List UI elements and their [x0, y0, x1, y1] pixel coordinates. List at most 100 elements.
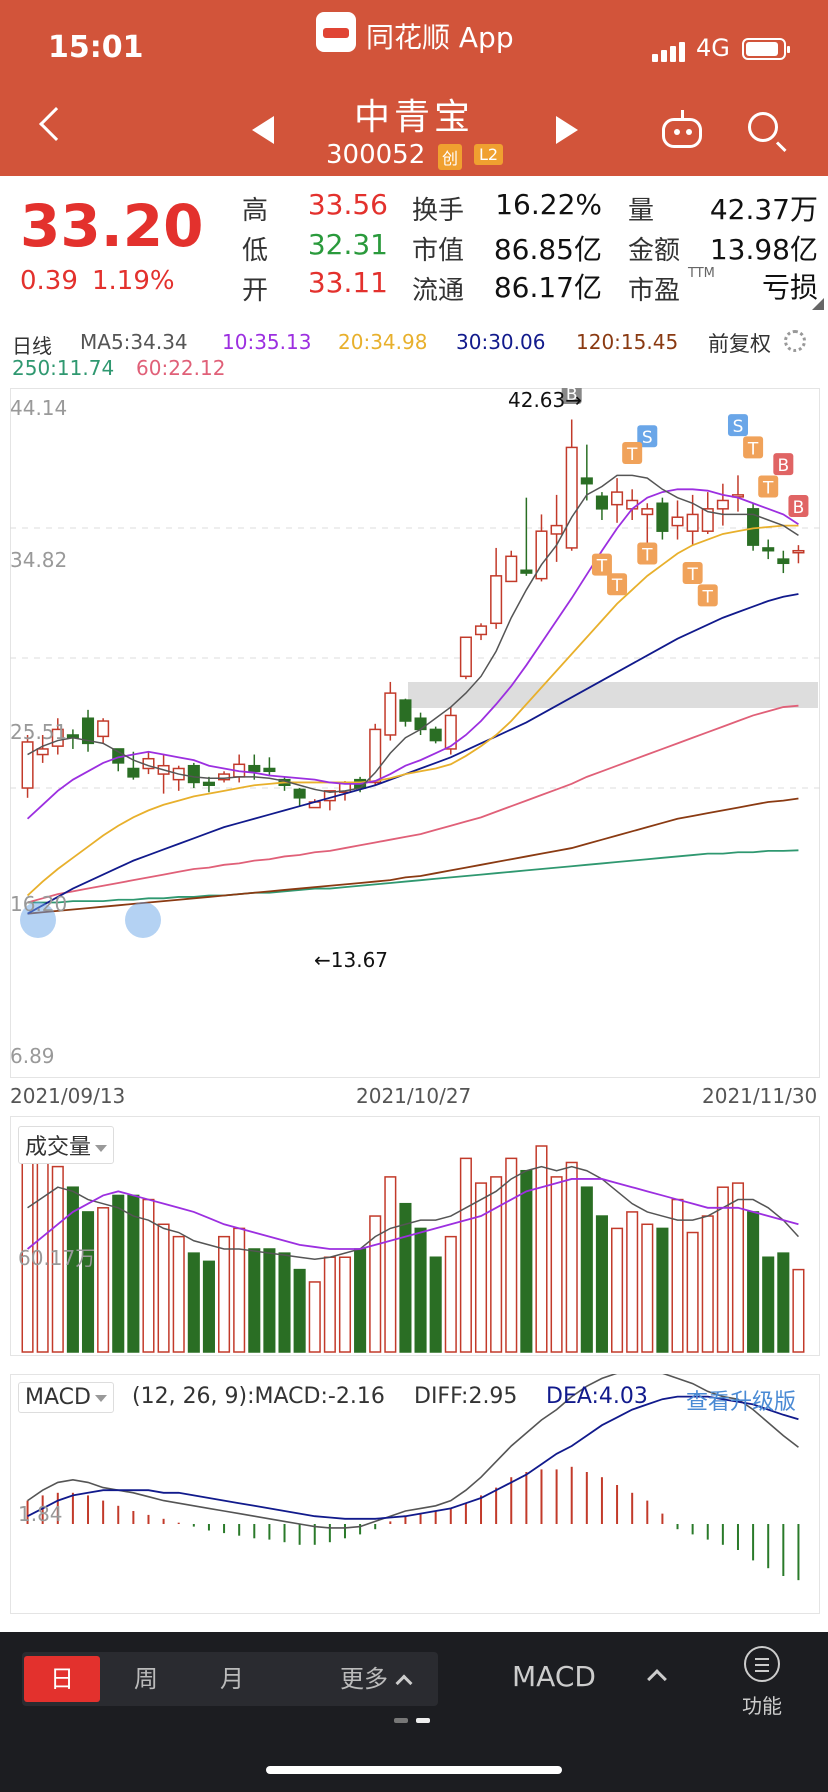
signal-marker-label: T — [611, 576, 623, 596]
menu-icon[interactable] — [744, 1646, 780, 1682]
signal-marker-bg — [637, 425, 658, 448]
volume-bar — [172, 1235, 185, 1353]
app-logo-icon — [316, 12, 356, 52]
candle-body — [520, 569, 533, 574]
header: 15:01 同花顺 App 4G 中青宝 300052 创 L2 — [0, 0, 828, 176]
volume-bar — [51, 1165, 64, 1353]
period-day-button[interactable]: 日 — [24, 1656, 100, 1702]
candle-body — [384, 692, 397, 736]
indicator-button[interactable]: MACD — [512, 1660, 596, 1693]
label-high: 高 — [242, 196, 269, 226]
candle-body — [595, 495, 608, 510]
price-change-pct: 1.19% — [92, 266, 175, 296]
price-change: 0.39 — [20, 266, 78, 296]
date-start: 2021/09/13 — [10, 1084, 126, 1108]
chevron-down-icon — [95, 1144, 108, 1152]
volume-tick-label: 60.17万 — [18, 1246, 96, 1270]
gear-icon[interactable] — [784, 330, 806, 352]
value-amount: 13.98亿 — [709, 233, 818, 266]
volume-bar — [459, 1157, 472, 1353]
volume-chart[interactable] — [10, 1116, 820, 1356]
app-name: 同花顺 App — [366, 21, 514, 54]
candle-body — [293, 788, 306, 799]
signal-marker-label: T — [626, 445, 638, 465]
label-float-cap: 流通 — [412, 276, 465, 306]
volume-indicator-select[interactable]: 成交量 — [18, 1126, 115, 1164]
robot-assistant-icon[interactable] — [662, 110, 702, 148]
status-time: 15:01 — [48, 30, 144, 65]
volume-bar — [293, 1268, 306, 1353]
next-stock-icon[interactable] — [556, 116, 578, 144]
signal-marker-bg — [758, 475, 779, 498]
macd-indicator-select[interactable]: MACD — [18, 1382, 114, 1413]
high-price-mark: 42.63→ — [508, 388, 583, 412]
period-week-button[interactable]: 周 — [134, 1665, 158, 1693]
expand-quote-icon[interactable] — [812, 298, 824, 310]
volume-bar — [792, 1268, 805, 1353]
signal-icon — [652, 40, 692, 62]
volume-bar — [248, 1248, 261, 1353]
signal-marker-bg — [561, 388, 582, 404]
adjust-mode-button[interactable]: 前复权 — [708, 332, 771, 356]
candle-body — [792, 549, 805, 554]
volume-bar — [686, 1231, 699, 1353]
value-turnover: 16.22% — [495, 188, 602, 221]
zoom-in-icon — [125, 902, 161, 938]
network-type: 4G — [696, 34, 730, 62]
signal-marker-bg — [682, 562, 703, 585]
macd-chart-frame[interactable] — [10, 1374, 820, 1614]
back-icon[interactable] — [39, 107, 73, 141]
candle-body — [51, 728, 64, 747]
volume-ma5-line — [27, 1165, 799, 1261]
candle-body — [565, 446, 578, 549]
volume-bar — [384, 1176, 397, 1353]
signal-marker-bg — [773, 453, 794, 476]
ma120-label: 120:15.45 — [576, 330, 679, 354]
signal-marker-bg — [788, 495, 809, 518]
volume-bar — [399, 1202, 412, 1353]
function-label[interactable]: 功能 — [742, 1694, 782, 1718]
volume-bar — [354, 1248, 367, 1353]
signal-marker-label: T — [702, 587, 714, 607]
volume-bar — [263, 1248, 276, 1353]
signal-marker-label: B — [777, 456, 789, 476]
candle-body — [656, 502, 669, 532]
signal-marker-label: T — [762, 479, 774, 499]
candle-body — [611, 491, 624, 506]
prev-stock-icon[interactable] — [252, 116, 274, 144]
kline-chart-frame[interactable] — [10, 388, 820, 1078]
more-label: 更多 — [340, 1665, 388, 1693]
signal-marker-label: B — [566, 388, 578, 405]
volume-bar — [777, 1252, 790, 1353]
label-amount: 金额 — [628, 236, 681, 266]
signal-marker-bg — [607, 573, 628, 596]
volume-bar — [505, 1157, 518, 1353]
zoom-out-icon — [20, 902, 56, 938]
candle-body — [248, 764, 261, 773]
volume-bar — [127, 1194, 140, 1353]
period-month-button[interactable]: 月 — [220, 1665, 244, 1693]
volume-bar — [187, 1252, 200, 1353]
volume-chart-frame[interactable] — [10, 1116, 820, 1356]
volume-bar — [747, 1211, 760, 1353]
ma20-line — [26, 524, 799, 897]
stock-name: 中青宝 — [353, 97, 474, 138]
low-price-mark: ←13.67 — [314, 948, 389, 972]
volume-bar — [444, 1235, 457, 1353]
volume-bar — [66, 1186, 79, 1353]
macd-chart[interactable] — [10, 1374, 820, 1614]
volume-bar — [202, 1260, 215, 1353]
volume-bar — [641, 1223, 654, 1353]
ma30-line — [27, 593, 799, 915]
upgrade-link[interactable]: 查看升级版 — [686, 1390, 797, 1415]
volume-bar — [233, 1227, 246, 1353]
label-pe: 市盈 — [628, 276, 681, 306]
period-more-button[interactable]: 更多 — [320, 1656, 430, 1702]
macd-tick-label: 1.84 — [18, 1502, 63, 1526]
search-icon[interactable] — [748, 112, 778, 142]
volume-bar — [626, 1211, 639, 1353]
chevron-down-icon — [94, 1394, 107, 1402]
candle-body — [777, 558, 790, 565]
level2-tag: L2 — [474, 144, 504, 165]
